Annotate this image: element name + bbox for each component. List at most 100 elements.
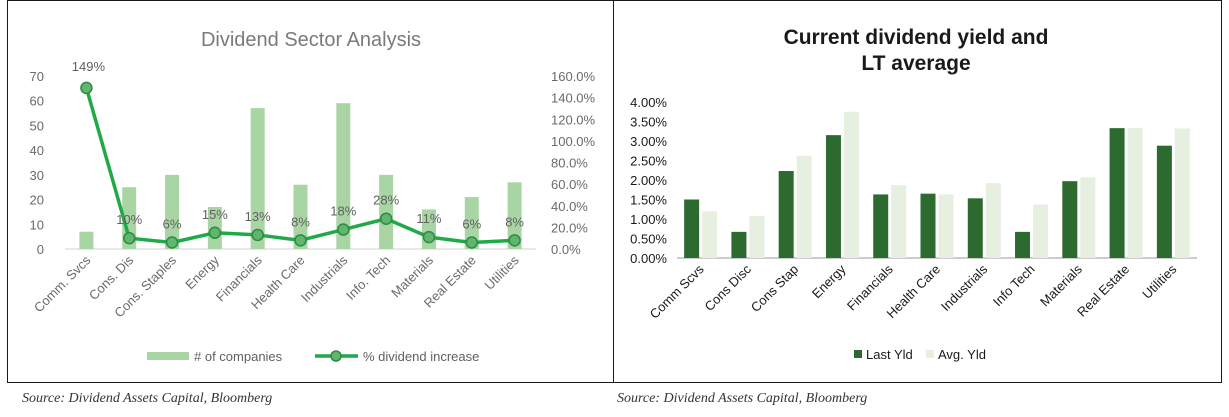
legend-swatch-last: [854, 350, 862, 358]
dividend-increase-data-label: 149%: [72, 59, 106, 74]
dividend-increase-point: [165, 236, 179, 249]
left-source-note: Source: Dividend Assets Capital, Bloombe…: [22, 391, 273, 406]
left-axis-tick-label: 10: [30, 217, 44, 232]
company-count-bar: [79, 231, 94, 249]
avg-yield-bar: [891, 185, 907, 258]
avg-yield-bar: [702, 211, 718, 258]
category-tick-label: Comm Scvs: [647, 261, 707, 321]
last-yield-bar: [920, 193, 936, 258]
last-yield-bar: [684, 199, 700, 258]
chart-title-line: Current dividend yield and: [784, 26, 1049, 49]
avg-yield-bar: [1174, 128, 1190, 258]
y-axis-tick-label: 3.50%: [630, 115, 667, 130]
last-yield-bar: [731, 231, 747, 258]
dividend-increase-data-label: 18%: [330, 204, 356, 219]
dividend-increase-point: [379, 212, 393, 225]
right-axis-tick-label: 140.0%: [551, 91, 596, 106]
dividend-increase-data-label: 6%: [462, 217, 481, 232]
avg-yield-bar: [749, 215, 765, 258]
company-count-bar: [464, 197, 479, 249]
dividend-increase-data-label: 10%: [116, 212, 142, 227]
last-yield-bar: [1015, 231, 1031, 258]
y-axis-tick-label: 1.50%: [630, 193, 667, 208]
y-axis-tick-label: 2.00%: [630, 173, 667, 188]
avg-yield-bar: [985, 183, 1001, 258]
right-axis-tick-label: 60.0%: [551, 177, 588, 192]
legend-swatch-avg: [926, 350, 934, 358]
last-yield-bar: [1062, 181, 1078, 258]
legend-label-avg: Avg. Yld: [938, 347, 986, 362]
dividend-increase-point: [208, 226, 222, 240]
category-tick-label: Cons Disc: [702, 261, 755, 314]
avg-yield-bar: [843, 111, 859, 258]
company-count-bar: [165, 174, 180, 249]
last-yield-bar: [778, 171, 794, 258]
category-tick-label: Cons Stap: [748, 262, 802, 316]
last-yield-bar: [1109, 128, 1125, 258]
dividend-yield-chart: Current dividend yield and LT average 0.00…: [630, 26, 1197, 362]
left-axis-tick-label: 60: [30, 94, 44, 109]
company-count-bar: [379, 174, 394, 249]
company-count-bar: [336, 103, 351, 249]
category-tick-label: Industrials: [298, 252, 351, 305]
left-axis-tick-label: 30: [30, 168, 44, 183]
last-yield-bar: [967, 198, 983, 258]
right-axis-tick-label: 100.0%: [551, 134, 596, 149]
dividend-increase-point: [294, 234, 307, 247]
company-count-bar: [507, 182, 522, 249]
y-axis-tick-label: 2.50%: [630, 154, 667, 169]
avg-yield-bar: [938, 194, 954, 258]
dividend-increase-data-label: 6%: [163, 217, 182, 232]
category-tick-label: Energy: [809, 261, 849, 301]
dividend-increase-data-label: 8%: [291, 214, 310, 229]
left-axis-tick-label: 70: [30, 69, 44, 84]
dividend-increase-data-label: 13%: [245, 209, 271, 224]
avg-yield-bar: [1080, 177, 1096, 258]
dividend-increase-data-label: 15%: [202, 207, 228, 222]
y-axis-tick-label: 1.00%: [630, 212, 667, 227]
dividend-increase-data-label: 11%: [416, 211, 441, 226]
dividend-increase-point: [508, 234, 521, 247]
dividend-increase-point: [80, 81, 93, 95]
category-tick-label: Comm. Svcs: [31, 252, 94, 315]
left-axis-tick-label: 50: [30, 118, 44, 133]
avg-yield-bar: [1127, 128, 1143, 258]
right-axis-tick-label: 40.0%: [551, 199, 588, 214]
dividend-yield-panel: Current dividend yield and LT average 0.00…: [613, 0, 1222, 383]
y-axis-tick-label: 4.00%: [630, 95, 667, 110]
last-yield-bar: [825, 135, 841, 258]
right-axis-tick-label: 20.0%: [551, 220, 588, 235]
category-tick-label: Utilities: [1139, 261, 1180, 302]
y-axis-tick-label: 0.50%: [630, 232, 667, 247]
legend-label-last: Last Yld: [866, 347, 913, 362]
dividend-increase-point: [251, 228, 264, 242]
chart-title-line: LT average: [861, 52, 970, 75]
right-source-note: Source: Dividend Assets Capital, Bloombe…: [617, 391, 868, 406]
avg-yield-bar: [1033, 204, 1049, 258]
avg-yield-bar: [796, 155, 812, 258]
legend-label-line: % dividend increase: [363, 349, 479, 364]
y-axis-tick-label: 3.00%: [630, 134, 667, 149]
dividend-increase-data-label: 8%: [505, 214, 524, 229]
right-axis-tick-label: 160.0%: [551, 69, 596, 84]
company-count-bar: [293, 184, 308, 249]
category-tick-label: Utilities: [481, 252, 522, 293]
chart-title: Dividend Sector Analysis: [201, 29, 421, 51]
last-yield-bar: [1156, 145, 1172, 258]
category-tick-label: Energy: [182, 252, 222, 292]
left-axis-tick-label: 40: [30, 143, 44, 158]
dividend-sector-analysis-panel: Dividend Sector Analysis 0 10 20 30 40 50 60 70 0…: [7, 0, 614, 383]
dividend-increase-point: [337, 223, 350, 236]
legend-swatch-bars: [147, 352, 189, 360]
dividend-increase-data-label: 28%: [373, 193, 399, 208]
legend-label-bars: # of companies: [194, 349, 283, 364]
left-axis-tick-label: 20: [30, 193, 44, 208]
y-axis-tick-label: 0.00%: [630, 251, 667, 266]
dividend-increase-point: [422, 230, 436, 244]
category-tick-label: Info. Tech: [343, 253, 393, 303]
company-count-bar: [250, 108, 265, 249]
left-axis-tick-label: 0: [37, 242, 44, 257]
dividend-increase-point: [122, 231, 136, 245]
right-axis-tick-label: 0.0%: [551, 242, 581, 257]
dividend-increase-point: [465, 236, 479, 249]
